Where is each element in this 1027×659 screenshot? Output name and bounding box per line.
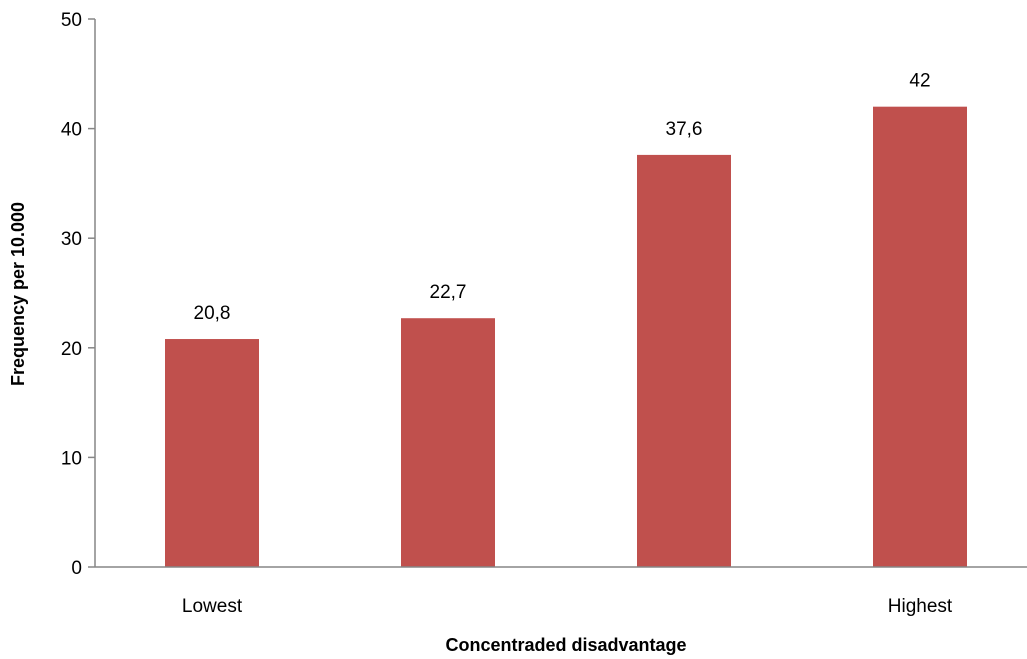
y-tick-label: 30 xyxy=(61,229,82,250)
bar xyxy=(401,318,495,567)
data-label: 22,7 xyxy=(430,282,467,303)
y-tick-label: 20 xyxy=(61,339,82,360)
bars xyxy=(165,106,967,568)
y-tick-label: 50 xyxy=(61,10,82,31)
y-tick-label: 0 xyxy=(71,558,82,579)
bar xyxy=(637,154,731,568)
data-label: 42 xyxy=(909,71,930,92)
y-tick-label: 10 xyxy=(61,448,82,469)
x-tick-label: Lowest xyxy=(182,596,243,617)
y-tick-label: 40 xyxy=(61,120,82,141)
bar xyxy=(165,339,259,567)
data-label: 20,8 xyxy=(194,303,231,324)
x-axis-title: Concentraded disadvantage xyxy=(445,635,686,655)
y-axis-ticks: 0 10 20 30 40 50 xyxy=(61,10,95,579)
y-axis-title: Frequency per 10.000 xyxy=(8,202,28,386)
data-label: 37,6 xyxy=(666,119,703,140)
x-axis-tick-labels: Lowest Highest xyxy=(182,596,953,617)
x-tick-label: Highest xyxy=(888,596,953,617)
data-labels: 20,8 22,7 37,6 42 xyxy=(194,71,931,324)
bar xyxy=(873,106,967,568)
